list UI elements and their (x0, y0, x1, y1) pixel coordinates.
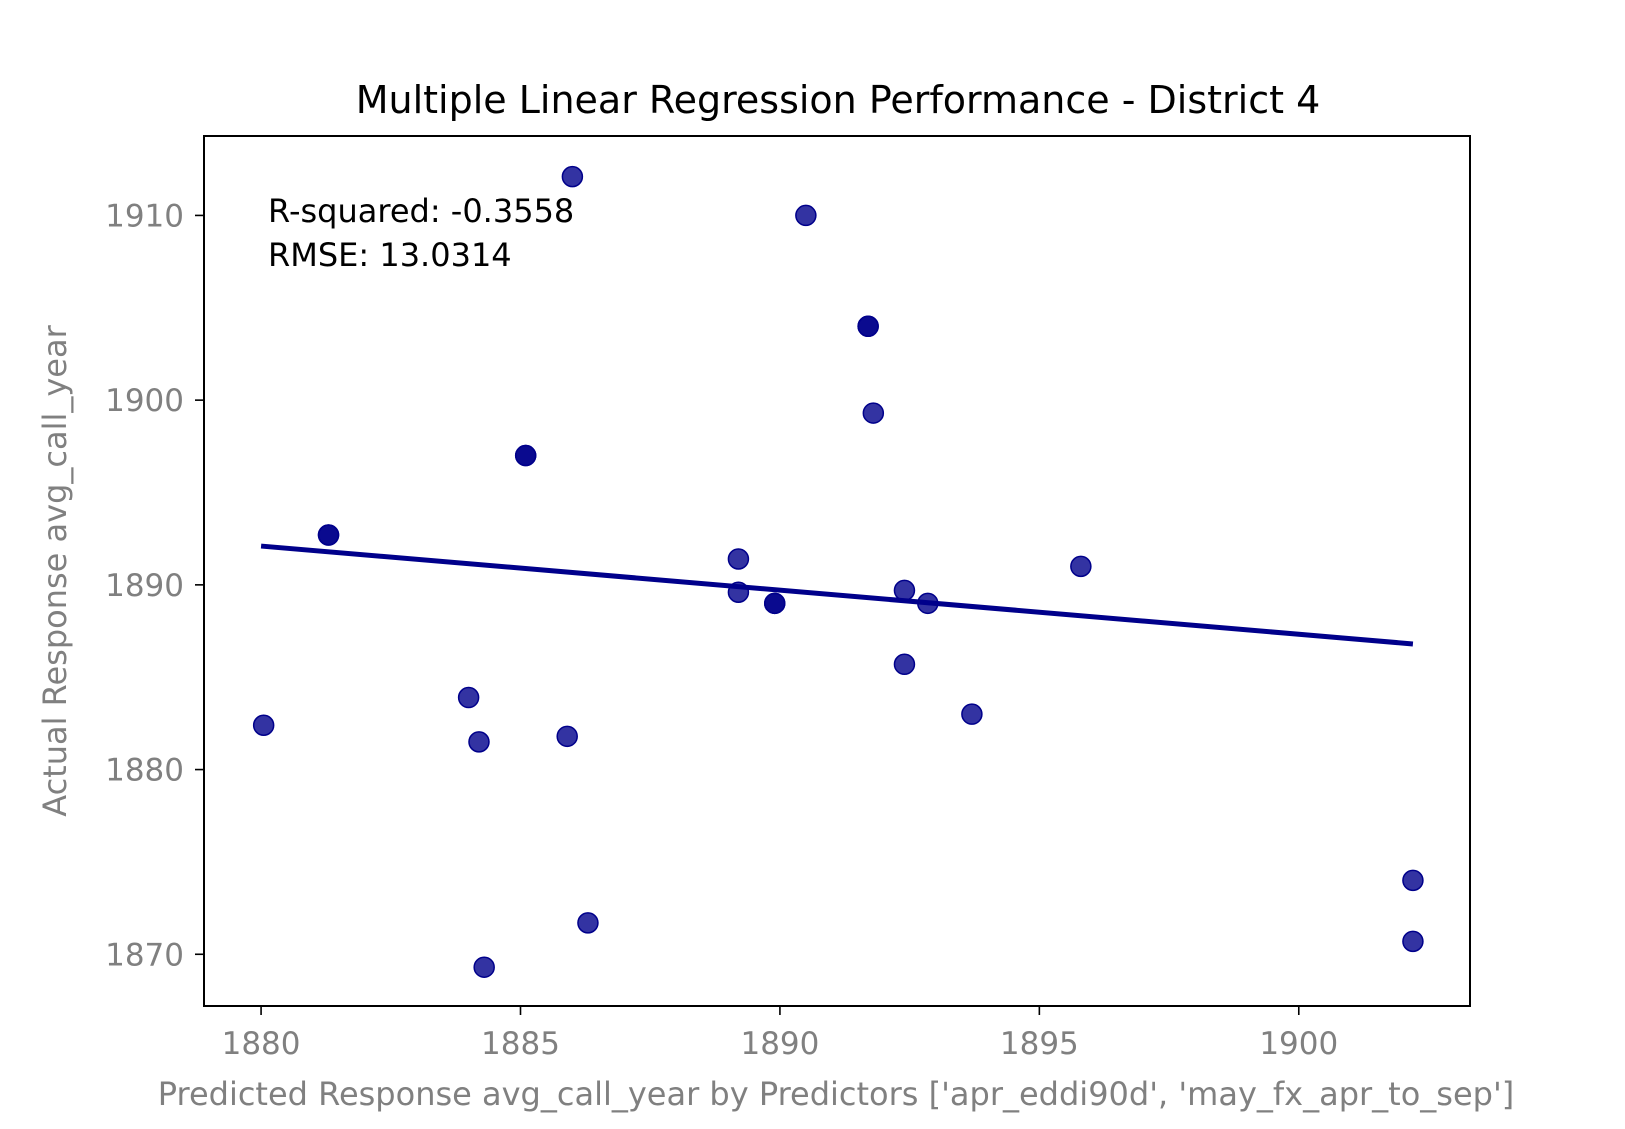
x-tick-label-4: 1900 (1259, 1026, 1338, 1062)
data-point-22 (961, 703, 983, 725)
data-point-9 (561, 165, 584, 188)
fit-line-layer (260, 543, 1414, 647)
y-tick-label-0: 1870 (105, 937, 184, 973)
plot-frame (203, 135, 1471, 1007)
y-tick-label-3: 1900 (105, 383, 184, 419)
y-axis-label: Actual Response avg_call_year (36, 324, 74, 816)
data-point-18 (862, 402, 885, 424)
annotation-r-squared: R-squared: -0.3558 (268, 192, 574, 230)
data-point-8 (556, 725, 578, 748)
data-point-3 (457, 686, 480, 709)
data-point-14 (763, 592, 786, 615)
data-point-10 (577, 912, 599, 934)
data-point-24 (1402, 869, 1424, 892)
y-tick-label-1: 1880 (105, 753, 184, 789)
x-tick-label-1: 1885 (481, 1026, 560, 1062)
data-point-7 (514, 444, 537, 467)
data-point-15 (795, 204, 817, 227)
data-point-20 (893, 653, 916, 676)
y-tick-label-2: 1890 (105, 568, 184, 604)
x-tick-label-3: 1895 (1000, 1026, 1079, 1062)
points-layer (252, 165, 1424, 978)
regression-line (260, 543, 1414, 647)
y-tick-label-4: 1910 (105, 198, 184, 234)
x-axis-label: Predicted Response avg_call_year by Pred… (158, 1075, 1514, 1113)
annotation-rmse: RMSE: 13.0314 (268, 236, 512, 274)
data-point-4 (468, 731, 490, 753)
data-point-19 (893, 579, 916, 602)
ticks-layer: 1880 1885 1890 1895 1900 1870 1880 1890 1900 1910 (105, 198, 1338, 1062)
x-tick-label-2: 1890 (740, 1026, 819, 1062)
data-point-23 (1070, 555, 1092, 578)
data-point-25 (1402, 930, 1424, 953)
data-point-0 (252, 714, 275, 736)
data-point-5 (473, 956, 495, 978)
x-tick-label-0: 1880 (222, 1026, 301, 1062)
chart-title: Multiple Linear Regression Performance -… (356, 78, 1321, 122)
data-point-11 (727, 548, 750, 570)
data-point-17 (857, 315, 879, 338)
data-point-2 (317, 524, 340, 546)
